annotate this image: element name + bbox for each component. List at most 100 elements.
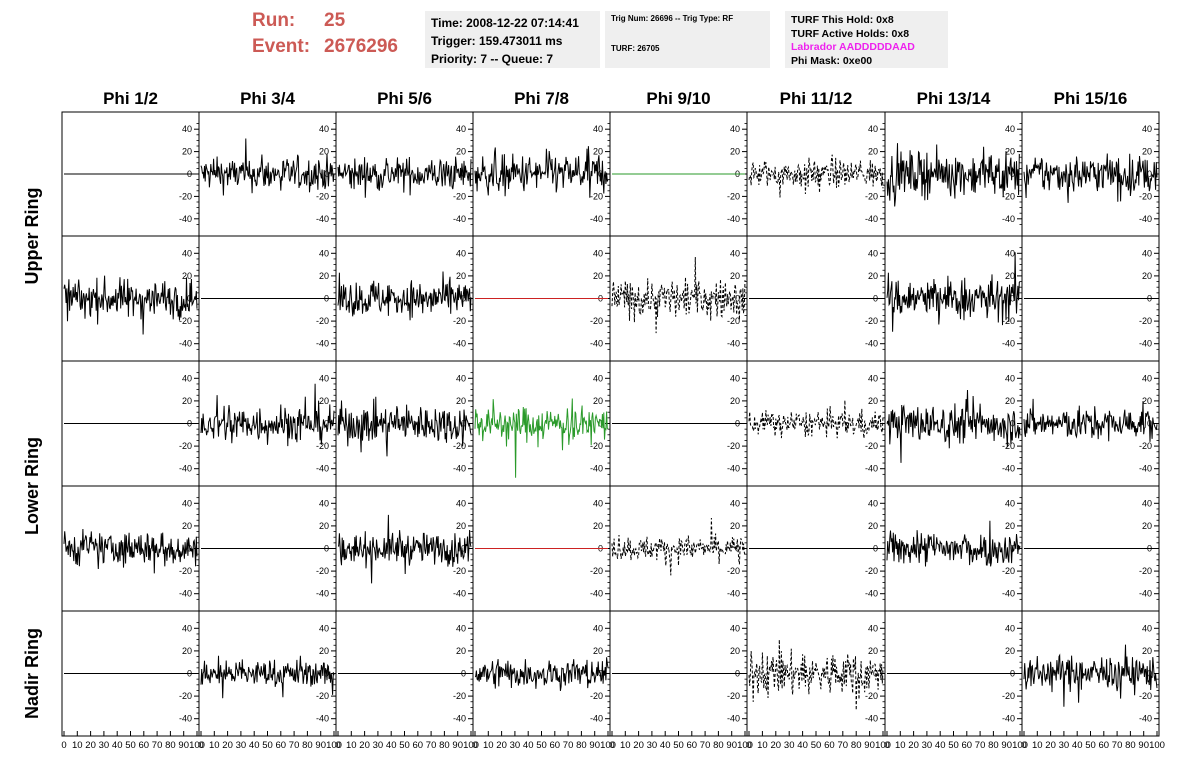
phi-mask-text: Phi Mask: 0xe00 <box>791 54 873 67</box>
trig-num-text: Trig Num: 26696 -- Trig Type: RF <box>611 14 734 23</box>
panel-r3-c7-ytick-label: -40 <box>1002 464 1015 474</box>
time-info-box: Time: 2008-12-22 07:14:41 Trigger: 159.4… <box>425 11 600 68</box>
panel-r5-c4-ytick-label: 20 <box>593 646 603 656</box>
panel-r1-c8-trace <box>1023 153 1158 203</box>
panel-r5-c4-ytick-label: -40 <box>590 714 603 724</box>
xtick-label-c2: 50 <box>262 740 273 751</box>
panel-r3-c1-ytick-label: -40 <box>179 464 192 474</box>
xtick-label-c1: 90 <box>178 740 189 751</box>
panel-r1-c7-trace <box>886 143 1021 207</box>
run-row: Run: 25 <box>252 8 422 34</box>
panel-r3-c6-trace <box>748 400 884 439</box>
panel-r3-c6-ytick-label: -40 <box>865 464 878 474</box>
xtick-label-c3: 10 <box>346 740 357 751</box>
panel-r5-c4-ytick-label: -20 <box>590 691 603 701</box>
run-value: 25 <box>324 10 346 31</box>
xtick-label-c2: 30 <box>236 740 247 751</box>
panel-r3-c3-ytick-label: -20 <box>453 441 466 451</box>
panel-r3-c3-trace <box>337 396 472 457</box>
panel-r3-c8-ytick-label: 40 <box>1142 373 1152 383</box>
xtick-label-c7: 80 <box>988 740 999 751</box>
panel-r5-c5-ytick-label: 40 <box>730 623 740 633</box>
panel-r4-c6-ytick-label: 20 <box>868 521 878 531</box>
xtick-label-c7: 90 <box>1001 740 1012 751</box>
panel-r5-c8-ytick-label: -40 <box>1139 714 1152 724</box>
panel-r3-c8-ytick-label: -40 <box>1139 464 1152 474</box>
panel-r5-c2-ytick-label: -20 <box>316 691 329 701</box>
panel-r3-c2-ytick-label: 40 <box>319 373 329 383</box>
panel-r4-c4-ytick-label: -20 <box>590 566 603 576</box>
panel-r3-c1-ytick-label: 20 <box>182 396 192 406</box>
turf-active-holds-text: TURF Active Holds: 0x8 <box>791 27 910 40</box>
panel-r1-c6-ytick-label: 20 <box>868 147 878 157</box>
panel-r5-c5-ytick-label: -20 <box>727 691 740 701</box>
panel-r5-c6-trace <box>748 639 884 711</box>
panel-r1-c7-ytick-label: 0 <box>1010 169 1015 179</box>
labrador-text: Labrador AADDDDDAAD <box>791 41 915 53</box>
panel-r2-c5-ytick-label: 0 <box>735 294 740 304</box>
panel-r2-c3-trace <box>337 271 472 321</box>
panel-r4-c6-ytick-label: 40 <box>868 498 878 508</box>
xtick-label-c2: 0 <box>198 740 203 751</box>
xtick-label-c4: 50 <box>536 740 547 751</box>
panel-r2-c8-ytick-label: -40 <box>1139 339 1152 349</box>
panel-r4-c3-trace <box>337 514 472 584</box>
panel-r5-c1-ytick-label: -20 <box>179 691 192 701</box>
panel-r1-c8-ytick-label: 40 <box>1142 124 1152 134</box>
panel-r1-c7-ytick-label: 20 <box>1005 147 1015 157</box>
panel-r4-c1-ytick-label: -40 <box>179 589 192 599</box>
panel-r3-c2-ytick-label: 20 <box>319 396 329 406</box>
xtick-label-c8: 90 <box>1138 740 1149 751</box>
column-header-5: Phi 9/10 <box>646 89 710 108</box>
xtick-label-c7: 100 <box>1012 740 1028 751</box>
panel-r2-c2-ytick-label: -20 <box>316 316 329 326</box>
panel-r3-c3-ytick-label: 20 <box>456 396 466 406</box>
panel-r1-c1-ytick-label: -40 <box>179 214 192 224</box>
xtick-label-c4: 90 <box>589 740 600 751</box>
ring-label-1: Upper Ring <box>22 188 42 285</box>
run-label: Run: <box>252 10 296 31</box>
panel-r5-c5-ytick-label: 20 <box>730 646 740 656</box>
xtick-label-c6: 100 <box>875 740 891 751</box>
xtick-label-c7: 50 <box>948 740 959 751</box>
turf-info-box: TURF This Hold: 0x8 TURF Active Holds: 0… <box>785 11 948 68</box>
panel-r3-c7-ytick-label: -20 <box>1002 441 1015 451</box>
xtick-label-c8: 0 <box>1021 740 1026 751</box>
panel-r3-c5-ytick-label: -20 <box>727 441 740 451</box>
panel-r2-c5-trace <box>611 256 746 334</box>
panel-r5-c7-ytick-label: 20 <box>1005 646 1015 656</box>
panel-r4-c3-ytick-label: 0 <box>461 544 466 554</box>
panel-r4-c1-ytick-label: 40 <box>182 498 192 508</box>
panel-r1-c1-ytick-label: 40 <box>182 124 192 134</box>
xtick-label-c1: 50 <box>125 740 136 751</box>
panel-r5-c4-ytick-label: 40 <box>593 623 603 633</box>
panel-r3-c4-ytick-label: 20 <box>593 396 603 406</box>
panel-r1-c2-ytick-label: -20 <box>316 191 329 201</box>
xtick-label-c6: 60 <box>824 740 835 751</box>
panel-r1-c6-ytick-label: -40 <box>865 214 878 224</box>
xtick-label-c2: 10 <box>209 740 220 751</box>
panel-r1-c7-ytick-label: -20 <box>1002 191 1015 201</box>
panel-r2-c7-ytick-label: -40 <box>1002 339 1015 349</box>
xtick-label-c1: 10 <box>72 740 83 751</box>
panel-r1-c3-ytick-label: -20 <box>453 191 466 201</box>
panel-r5-c8-ytick-label: 20 <box>1142 646 1152 656</box>
xtick-label-c2: 40 <box>249 740 260 751</box>
column-header-2: Phi 3/4 <box>240 89 295 108</box>
panel-r4-c1-trace <box>63 528 198 574</box>
xtick-label-c8: 40 <box>1072 740 1083 751</box>
panel-r1-c3-ytick-label: -40 <box>453 214 466 224</box>
panel-r4-c8-ytick-label: 20 <box>1142 521 1152 531</box>
panel-r4-c4-ytick-label: -40 <box>590 589 603 599</box>
panel-r3-c4-ytick-label: -40 <box>590 464 603 474</box>
priority-text: Priority: 7 -- Queue: 7 <box>431 52 554 66</box>
xtick-label-c5: 0 <box>609 740 614 751</box>
xtick-label-c6: 40 <box>797 740 808 751</box>
panel-r3-c6-ytick-label: -20 <box>865 441 878 451</box>
panel-r4-c1-ytick-label: 20 <box>182 521 192 531</box>
panel-r2-c1-ytick-label: 20 <box>182 271 192 281</box>
panel-r4-c3-ytick-label: 20 <box>456 521 466 531</box>
panel-r5-c7-ytick-label: 40 <box>1005 623 1015 633</box>
xtick-label-c5: 60 <box>687 740 698 751</box>
panel-r4-c7-ytick-label: 40 <box>1005 498 1015 508</box>
